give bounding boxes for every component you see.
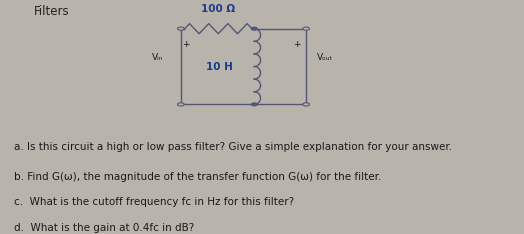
Text: c.  What is the cutoff frequency fᴄ in Hz for this filter?: c. What is the cutoff frequency fᴄ in Hz… xyxy=(14,197,294,207)
Circle shape xyxy=(178,27,184,30)
Text: Filters: Filters xyxy=(34,5,69,18)
Text: a. Is this circuit a high or low pass filter? Give a simple explanation for your: a. Is this circuit a high or low pass fi… xyxy=(14,142,453,152)
Text: Vᵢₙ: Vᵢₙ xyxy=(152,53,163,62)
Text: b. Find G(ω), the magnitude of the transfer function G(ω) for the filter.: b. Find G(ω), the magnitude of the trans… xyxy=(14,172,382,182)
Circle shape xyxy=(303,27,310,30)
Text: +: + xyxy=(293,40,300,49)
Text: +: + xyxy=(182,40,190,49)
Circle shape xyxy=(252,103,257,106)
Text: 10 H: 10 H xyxy=(206,62,233,72)
Text: Vₒᵤₜ: Vₒᵤₜ xyxy=(316,53,333,62)
Circle shape xyxy=(252,27,257,30)
Circle shape xyxy=(303,103,310,106)
Text: 100 Ω: 100 Ω xyxy=(201,4,235,14)
Circle shape xyxy=(178,103,184,106)
Text: d.  What is the gain at 0.4fᴄ in dB?: d. What is the gain at 0.4fᴄ in dB? xyxy=(14,223,194,233)
